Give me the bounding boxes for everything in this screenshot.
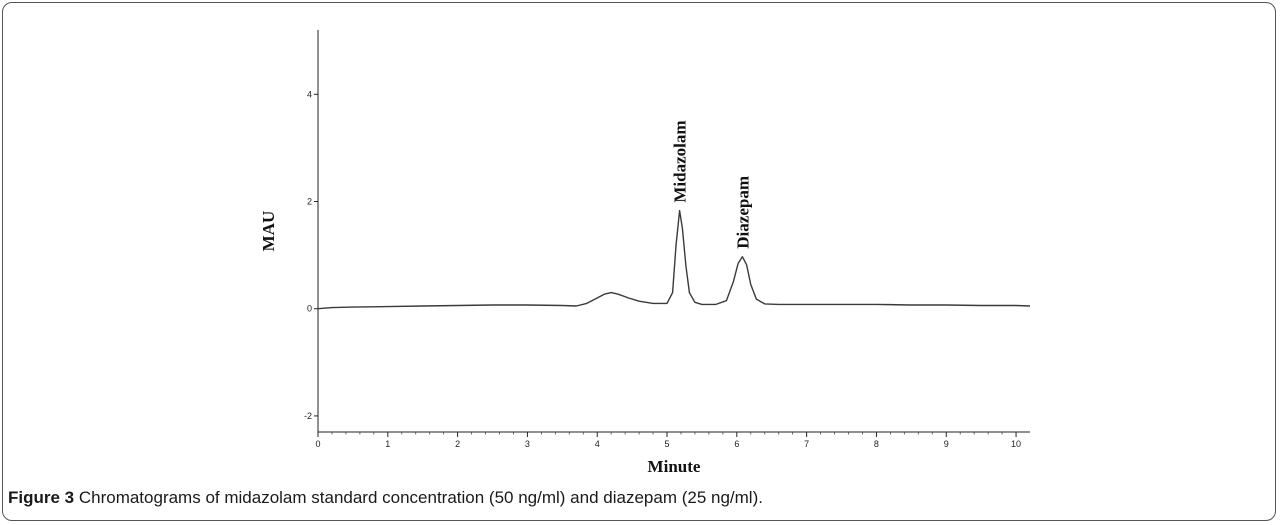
x-axis-title: Minute <box>648 457 701 476</box>
x-tick-label: 0 <box>315 439 320 449</box>
x-tick-label: 3 <box>525 439 530 449</box>
x-tick-label: 6 <box>734 439 739 449</box>
peak-label-diazepam: Diazepam <box>733 176 752 249</box>
x-tick-label: 9 <box>944 439 949 449</box>
y-tick-label: 2 <box>307 197 312 207</box>
figure-label: Figure 3 <box>8 488 75 507</box>
x-tick-label: 4 <box>595 439 600 449</box>
y-tick-label: 4 <box>307 89 312 99</box>
x-tick-label: 5 <box>665 439 670 449</box>
figure-caption: Figure 3 Chromatograms of midazolam stan… <box>8 488 763 508</box>
x-tick-label: 1 <box>385 439 390 449</box>
tick-marks: -2 0 2 4 0 1 2 3 4 5 6 7 8 9 10 <box>304 89 1021 449</box>
peak-label-midazolam: Midazolam <box>671 120 690 202</box>
chromatogram-line <box>317 209 1031 310</box>
y-axis-title: MAU <box>259 211 278 252</box>
y-tick-label: 0 <box>307 304 312 314</box>
chromatogram-series <box>317 209 1031 310</box>
axes <box>317 30 1030 433</box>
chromatogram-chart: -2 0 2 4 0 1 2 3 4 5 6 7 8 9 10 Midazolam Diazepam Minu… <box>259 30 1031 476</box>
x-tick-label: 8 <box>874 439 879 449</box>
x-tick-label: 10 <box>1011 439 1021 449</box>
caption-text: Chromatograms of midazolam standard conc… <box>74 488 763 507</box>
y-tick-label: -2 <box>304 411 312 421</box>
x-tick-label: 7 <box>804 439 809 449</box>
x-tick-label: 2 <box>455 439 460 449</box>
peak-annotations: Midazolam Diazepam <box>671 120 753 248</box>
